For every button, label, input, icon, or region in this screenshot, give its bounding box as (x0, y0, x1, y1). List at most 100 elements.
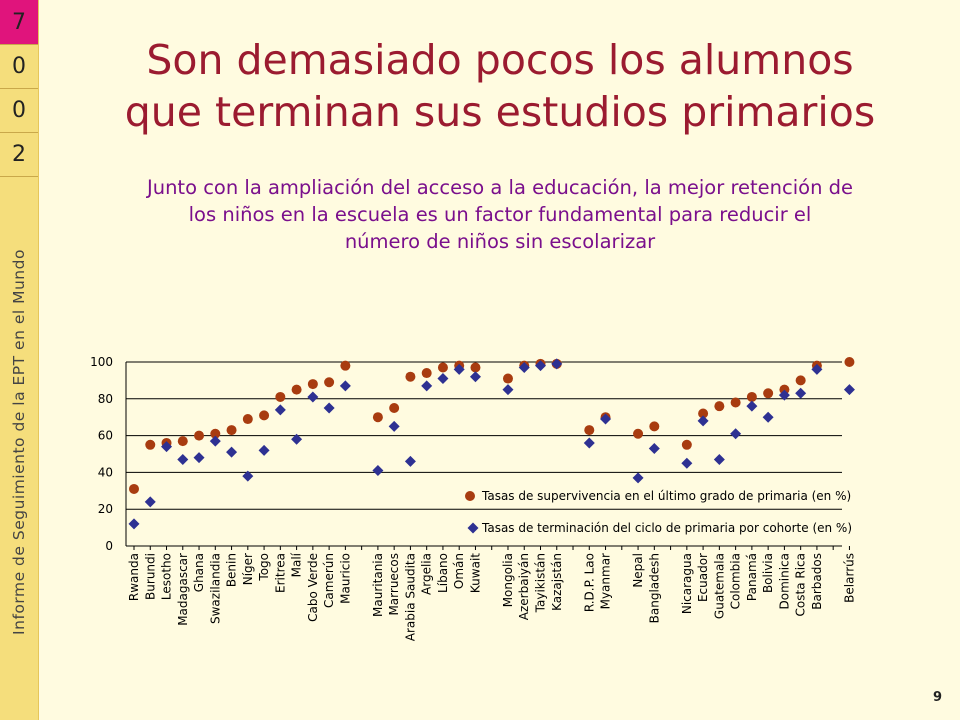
completion-point (437, 373, 449, 385)
slide-subtitle-line: Junto con la ampliación del acceso a la … (146, 176, 854, 199)
x-tick-label: Argelia (420, 553, 434, 595)
sidebar: 7 0 0 2 Informe de Seguimiento de la EPT… (0, 0, 39, 720)
survival-point (421, 368, 432, 379)
completion-point (681, 457, 693, 469)
completion-point (161, 441, 173, 453)
completion-point (632, 472, 644, 484)
completion-point (144, 496, 156, 508)
year-digit: 7 (0, 0, 38, 45)
x-tick-label: Lesotho (160, 553, 174, 600)
survival-point (259, 410, 270, 421)
survival-point (340, 360, 351, 371)
x-tick-label: Madagascar (176, 553, 190, 626)
survival-point (405, 371, 416, 382)
completion-point (795, 387, 807, 399)
x-tick-label: Dominica (777, 553, 791, 610)
slide-subtitle: Junto con la ampliación del acceso a la … (40, 174, 960, 255)
x-tick-label: Arabia Saudita (403, 553, 417, 641)
x-tick-label: Camerún (322, 553, 336, 608)
completion-point (307, 391, 319, 403)
completion-point (193, 452, 205, 464)
survival-point (437, 362, 448, 373)
x-tick-label: Barbados (810, 553, 824, 610)
x-tick-label: Swazilandia (208, 553, 222, 624)
x-tick-label: Kazajstán (550, 553, 564, 611)
x-tick-label: R.D.P. Lao (582, 553, 596, 612)
completion-point (421, 380, 433, 392)
completion-point (291, 433, 303, 445)
y-tick-label: 20 (98, 502, 113, 516)
survival-point (681, 439, 692, 450)
completion-point (648, 442, 660, 454)
survival-point (730, 397, 741, 408)
completion-point (128, 518, 140, 530)
survival-point (779, 384, 790, 395)
survival-point (194, 430, 205, 441)
completion-point (339, 380, 351, 392)
survival-point (502, 373, 513, 384)
x-tick-label: Belarrús (842, 553, 856, 603)
survival-point (763, 388, 774, 399)
survival-point (129, 483, 139, 494)
x-tick-label: Bolivia (761, 553, 775, 593)
x-tick-label: Níger (241, 553, 255, 585)
x-tick-label: Cabo Verde (306, 553, 320, 622)
completion-point (600, 413, 612, 425)
survival-point (746, 391, 757, 402)
survival-point (275, 391, 286, 402)
completion-point (226, 446, 238, 458)
survival-point (291, 384, 302, 395)
completion-point (469, 371, 481, 383)
survival-point (795, 375, 806, 386)
year-digit: 0 (0, 44, 38, 89)
slide-title: Son demasiado pocos los alumnos que term… (40, 34, 960, 138)
completion-point (323, 402, 335, 414)
completion-point (372, 465, 384, 477)
completion-point (404, 455, 416, 467)
slide-title-line: que terminan sus estudios primarios (124, 88, 876, 136)
x-tick-label: Bangladesh (647, 553, 661, 623)
x-tick-label: Líbano (436, 553, 450, 593)
chart-axes: 0 20 40 60 80 100 Rwanda Burundi Lesotho Madagasc… (90, 355, 856, 641)
chart-legend: Tasas de supervivencia en el último grad… (465, 489, 852, 535)
y-tick-label: 0 (105, 539, 113, 553)
x-tick-label: Azerbaiyán (517, 553, 531, 620)
x-tick-label: Nicaragua (680, 553, 694, 614)
survival-point (307, 379, 318, 390)
y-tick-label: 80 (98, 392, 113, 406)
x-tick-label: Ghana (192, 553, 206, 592)
legend-label-survival: Tasas de supervivencia en el último grad… (481, 489, 851, 503)
completion-point (778, 389, 790, 401)
survival-point (177, 436, 188, 447)
x-tick-label: Nepal (631, 553, 645, 588)
x-tick-label: Eritrea (273, 553, 287, 593)
x-tick-label: Togo (257, 553, 271, 582)
legend-marker-completion (467, 522, 479, 534)
completion-point (258, 444, 270, 456)
page-number: 9 (932, 690, 942, 705)
survival-point (714, 401, 725, 412)
completion-point (209, 435, 221, 447)
completion-point (730, 428, 742, 440)
survival-point (584, 425, 595, 436)
completion-point (697, 415, 709, 427)
completion-point (535, 360, 546, 372)
survival-point (844, 357, 855, 367)
survival-point (226, 425, 237, 436)
x-tick-label: Myanmar (599, 553, 613, 609)
completion-point (177, 454, 189, 466)
legend-marker-survival (465, 491, 475, 501)
x-tick-label: Benin (225, 553, 239, 587)
x-tick-label: Marruecos (387, 553, 401, 616)
x-tick-label: Colombia (729, 553, 743, 609)
survival-point (698, 408, 709, 419)
x-tick-label: Omán (452, 553, 466, 589)
completion-point (388, 420, 400, 432)
year-digit: 2 (0, 132, 38, 177)
survival-point (372, 412, 383, 423)
survival-point (633, 428, 644, 439)
x-tick-label: Kuwait (468, 553, 482, 593)
chart-marks (128, 357, 855, 530)
y-tick-label: 100 (90, 355, 113, 369)
